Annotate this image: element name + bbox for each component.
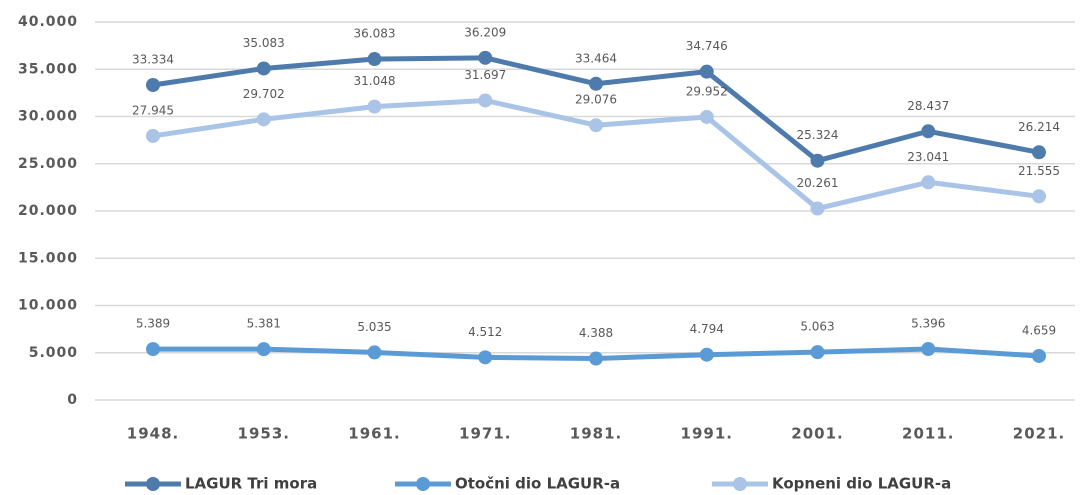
data-point [478,350,493,365]
value-label: 4.512 [468,325,502,339]
value-label: 23.041 [907,150,949,164]
legend-marker [146,477,160,491]
data-point [589,351,603,366]
value-label: 35.083 [243,36,285,50]
data-point [146,77,160,92]
value-label: 4.388 [579,326,613,340]
value-label: 29.702 [243,87,285,101]
y-tick-label: 15.000 [18,250,78,266]
value-label: 33.334 [132,52,174,66]
data-point [589,118,603,133]
value-label: 21.555 [1018,164,1060,178]
data-point [1032,189,1046,204]
series-line [152,55,1040,164]
value-label: 5.381 [247,317,281,331]
legend-label: Kopneni dio LAGUR-a [772,475,951,493]
data-point [367,345,382,360]
value-label: 5.389 [136,317,170,331]
value-label: 36.083 [354,27,396,41]
data-point [699,64,714,79]
y-tick-label: 40.000 [18,14,78,30]
x-tick-label: 2011. [902,425,954,443]
x-tick-label: 2021. [1013,425,1065,443]
value-label: 31.048 [354,74,396,88]
data-point [589,76,603,91]
legend-label: Otočni dio LAGUR-a [455,475,620,493]
value-label: 4.659 [1022,323,1056,337]
value-label: 29.076 [575,93,617,107]
data-point [146,128,160,143]
value-label: 27.945 [132,103,174,117]
x-tick-label: 1953. [238,425,290,443]
y-tick-label: 25.000 [18,156,78,172]
y-tick-label: 5.000 [29,345,78,361]
data-point [256,112,271,127]
value-label: 26.214 [1018,120,1060,134]
data-point [367,99,382,114]
value-label: 36.209 [464,25,506,39]
legend-marker [416,477,430,491]
value-label: 5.396 [911,317,945,331]
value-label: 5.063 [800,320,834,334]
y-tick-label: 0 [67,392,78,408]
value-label: 34.746 [686,39,728,53]
data-point [810,201,825,216]
y-tick-label: 30.000 [18,109,78,125]
data-point [146,342,160,357]
value-label: 28.437 [907,99,949,113]
value-label: 33.464 [575,51,617,65]
data-point [921,124,936,139]
y-tick-label: 10.000 [18,298,78,314]
data-point [478,50,493,65]
value-label: 20.261 [797,176,839,190]
data-point [921,342,936,357]
legend-label: LAGUR Tri mora [185,475,317,493]
data-point [256,61,271,76]
data-point [256,342,271,357]
value-label: 25.324 [797,128,839,142]
value-label: 29.952 [686,84,728,98]
data-point [478,93,493,108]
value-label: 5.035 [357,320,391,334]
data-point [1032,145,1046,160]
data-point [921,175,936,190]
x-tick-label: 1961. [348,425,400,443]
y-tick-label: 35.000 [18,61,78,77]
value-label: 4.794 [690,322,724,336]
x-tick-label: 1971. [459,425,511,443]
y-tick-label: 20.000 [18,203,78,219]
data-point [699,109,714,124]
data-point [1032,348,1046,363]
x-tick-label: 1991. [681,425,733,443]
data-point [367,52,382,67]
x-tick-label: 2001. [791,425,843,443]
data-point [810,345,825,360]
data-point [810,153,825,168]
data-point [699,347,714,362]
value-label: 31.697 [464,68,506,82]
x-tick-label: 1948. [127,425,179,443]
x-tick-label: 1981. [570,425,622,443]
legend-marker [733,477,747,491]
